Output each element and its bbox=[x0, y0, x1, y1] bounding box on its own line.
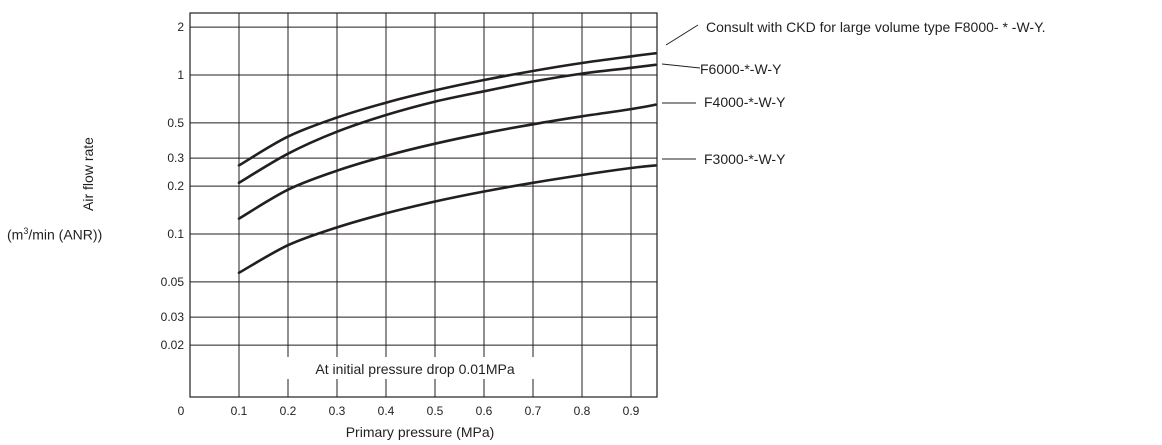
y-tick-label: 0.05 bbox=[161, 275, 185, 289]
series-line bbox=[237, 164, 657, 275]
annotation-bg bbox=[270, 357, 560, 379]
annotation-group: At initial pressure drop 0.01MPa bbox=[270, 357, 560, 379]
x-tick-label: 0.7 bbox=[525, 404, 542, 418]
y-unit-suffix: /min (ANR)) bbox=[28, 226, 103, 243]
y-axis-title: Air flow rate bbox=[80, 137, 96, 211]
tick-labels: 2 1 0.5 0.3 0.2 0.1 0.05 0.03 0.02 0 0.1 0.2 0.3 0.4 0… bbox=[161, 20, 640, 418]
y-tick-label: 2 bbox=[177, 20, 184, 34]
series-line bbox=[237, 103, 657, 220]
annotation-text: At initial pressure drop 0.01MPa bbox=[315, 361, 514, 377]
y-unit-prefix: (m bbox=[7, 226, 24, 243]
y-tick-label: 0.1 bbox=[167, 227, 184, 241]
legend-label: Consult with CKD for large volume type F… bbox=[706, 19, 1046, 35]
x-tick-label: 0.8 bbox=[574, 404, 591, 418]
legend-leader-line bbox=[665, 24, 699, 46]
legend-leaders bbox=[661, 24, 701, 160]
x-tick-label: 0.3 bbox=[329, 404, 346, 418]
series-line bbox=[237, 63, 657, 185]
y-tick-label: 0.3 bbox=[167, 151, 184, 165]
legend-labels: Consult with CKD for large volume type F… bbox=[700, 19, 1046, 167]
x-tick-label: 0.9 bbox=[623, 404, 640, 418]
x-tick-label: 0.2 bbox=[280, 404, 297, 418]
y-unit-superscript: 3 bbox=[23, 226, 29, 236]
y-axis-unit: (m3/min (ANR)) bbox=[7, 226, 102, 243]
grid bbox=[189, 12, 658, 398]
y-tick-label: 0.02 bbox=[161, 338, 185, 352]
legend-label: F6000-*-W-Y bbox=[700, 61, 782, 77]
y-tick-label: 0.5 bbox=[167, 116, 184, 130]
series-line bbox=[237, 52, 657, 167]
series-lines bbox=[237, 52, 657, 275]
y-tick-label: 1 bbox=[177, 68, 184, 82]
y-tick-label: 0.03 bbox=[161, 310, 185, 324]
plot-frame bbox=[189, 12, 658, 398]
legend-label: F3000-*-W-Y bbox=[704, 151, 786, 167]
x-tick-label: 0 bbox=[178, 404, 185, 418]
y-tick-label: 0.2 bbox=[167, 179, 184, 193]
x-tick-label: 0.5 bbox=[427, 404, 444, 418]
legend-leader-line bbox=[661, 63, 701, 69]
x-axis-title: Primary pressure (MPa) bbox=[345, 424, 495, 440]
x-tick-label: 0.1 bbox=[231, 404, 248, 418]
x-tick-label: 0.6 bbox=[476, 404, 493, 418]
legend-label: F4000-*-W-Y bbox=[704, 94, 786, 110]
x-tick-label: 0.4 bbox=[378, 404, 395, 418]
